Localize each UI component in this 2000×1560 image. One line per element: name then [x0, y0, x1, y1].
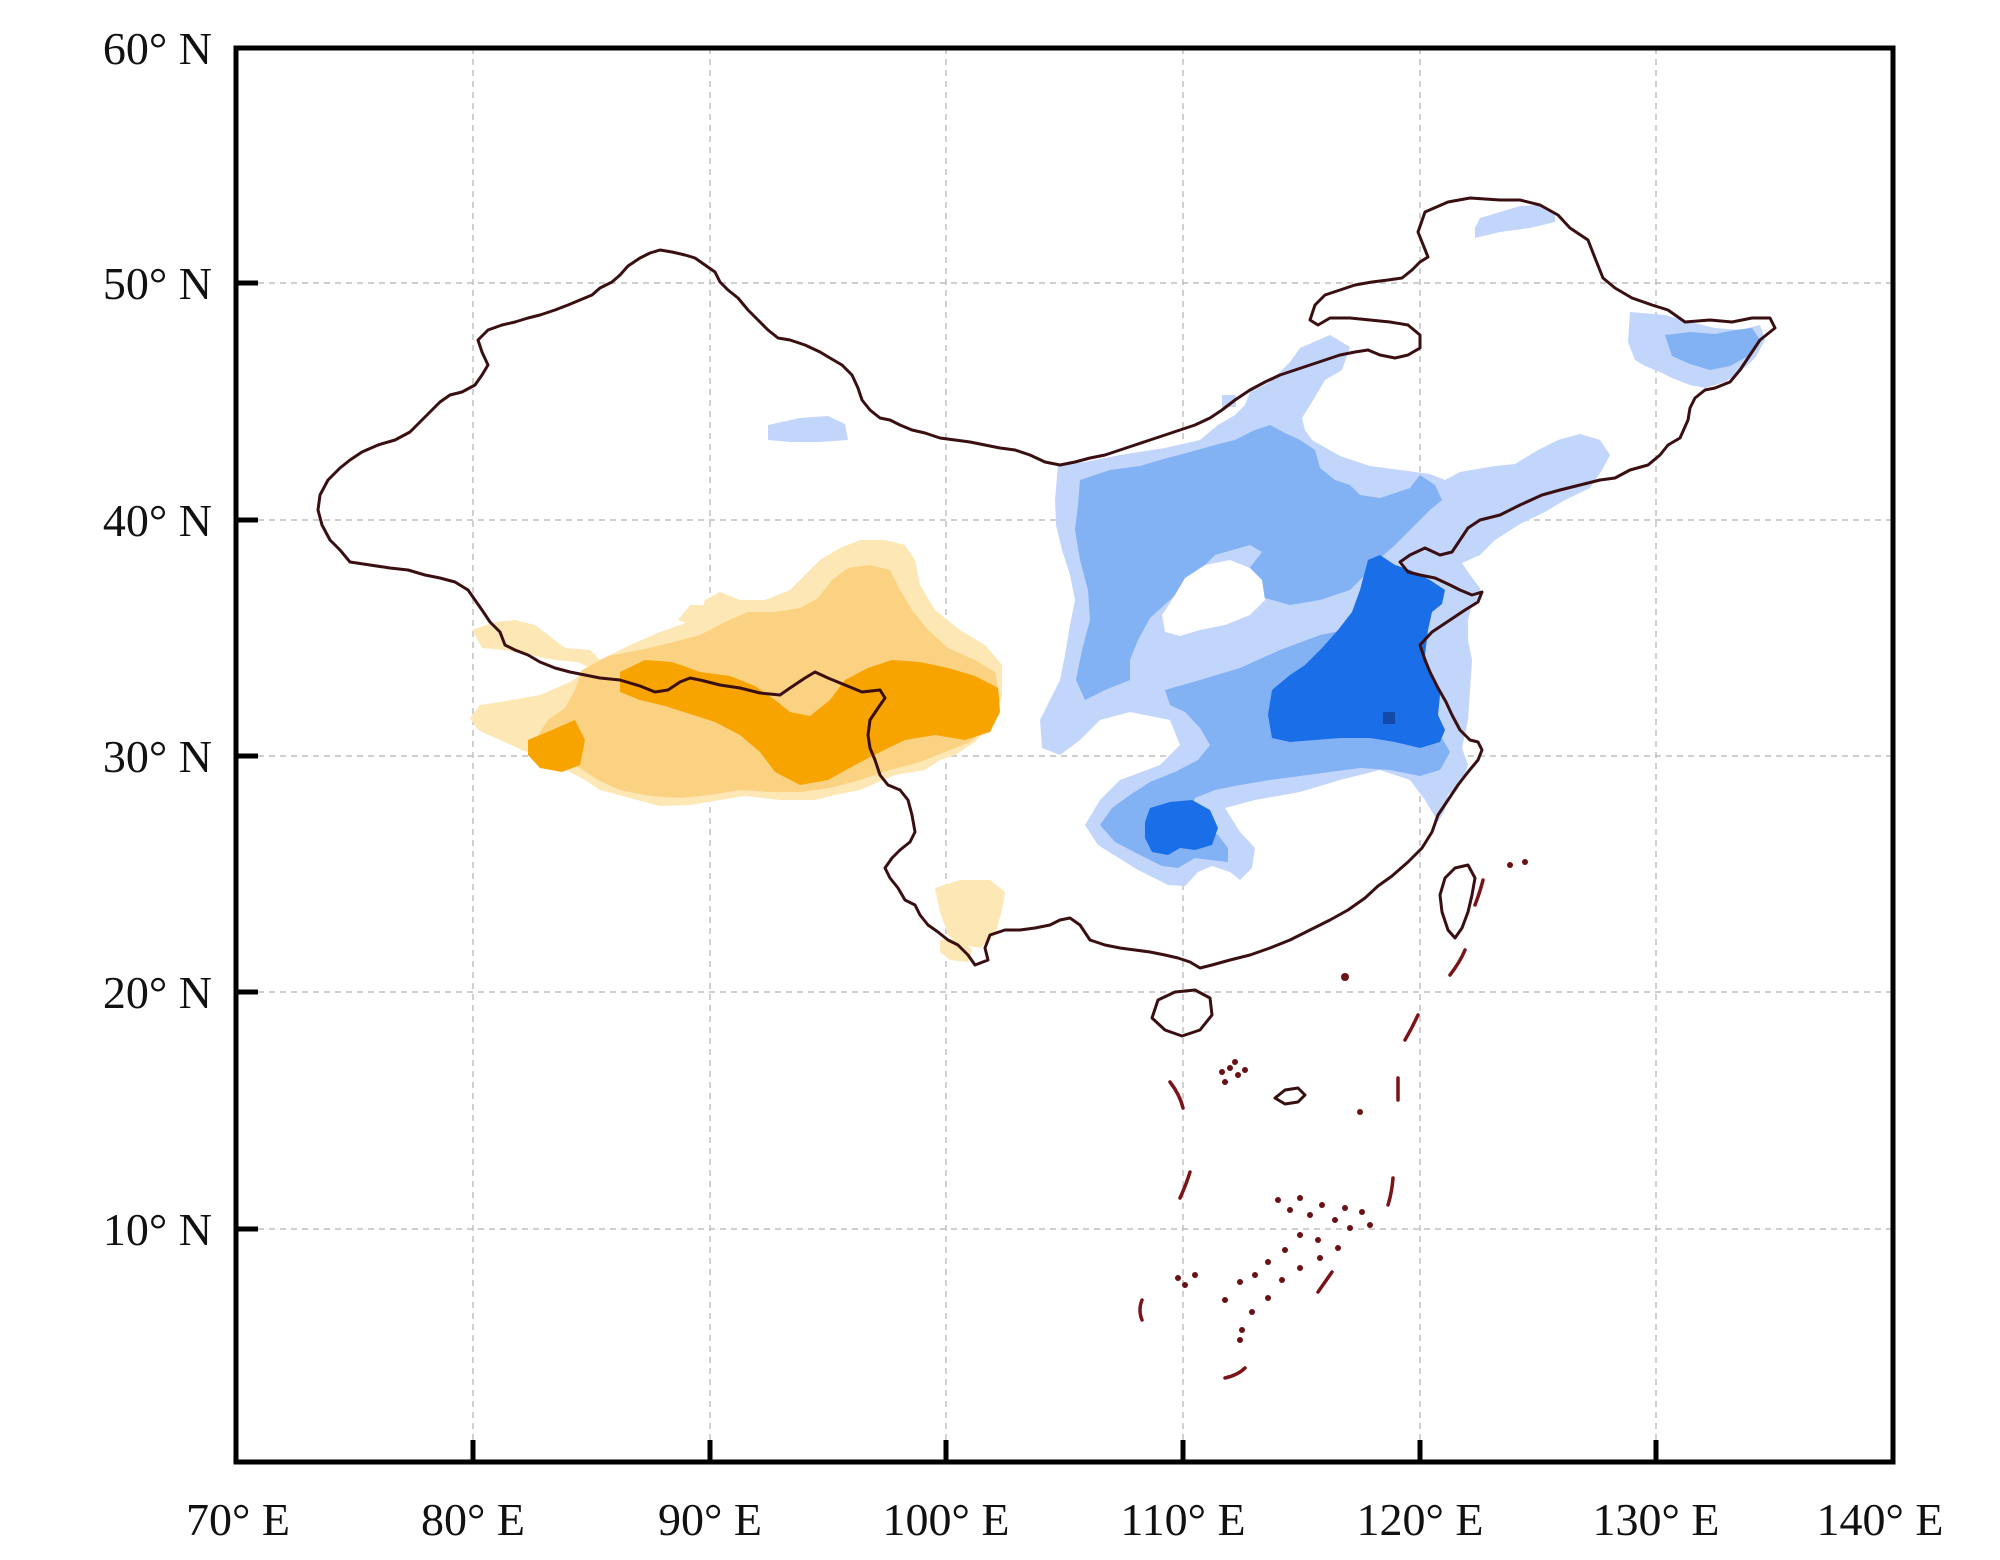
blue-light-cell-north [1222, 395, 1236, 407]
south-china-sea-islands [1175, 859, 1528, 1343]
island-dot [1192, 1272, 1198, 1278]
blue-light-far-north [1475, 205, 1555, 238]
x-axis-labels: 70° E 80° E 90° E 100° E 110° E 120° E 1… [186, 1494, 1944, 1545]
dash-9 [1448, 948, 1467, 977]
island-dot [1297, 1195, 1303, 1201]
x-tick-label-120: 120° E [1357, 1494, 1484, 1545]
island-dot [1252, 1272, 1258, 1278]
island-dot [1347, 1225, 1353, 1231]
x-tick-label-100: 100° E [883, 1494, 1010, 1545]
island-dot [1239, 1327, 1245, 1333]
blue-darkest-cell [1383, 712, 1395, 724]
plot-frame [233, 45, 1896, 1465]
taiwan-island [1438, 863, 1477, 940]
blue-mid-northeast-region [1665, 328, 1760, 370]
island-dot [1315, 1237, 1321, 1243]
island-dot [1332, 1217, 1338, 1223]
y-axis-labels: 10° N 20° N 30° N 40° N 50° N 60° N [103, 23, 212, 1255]
mainland-border [316, 196, 1777, 970]
island-dot [1222, 1079, 1228, 1085]
island-dot [1367, 1222, 1373, 1228]
dash-3 [1138, 1298, 1144, 1322]
x-tick-label-80: 80° E [421, 1494, 525, 1545]
blue-dark-south-region [1145, 800, 1218, 855]
island-dot [1507, 862, 1513, 868]
dash-4 [1223, 1366, 1247, 1380]
y-tick-label-50: 50° N [103, 258, 212, 309]
island-dot [1282, 1247, 1288, 1253]
island-dot [1279, 1277, 1285, 1283]
island-dot [1357, 1109, 1363, 1115]
x-tick-label-70: 70° E [186, 1494, 290, 1545]
dash-2 [1178, 1170, 1192, 1200]
blue-light-xinjiang [768, 416, 848, 442]
island-dot [1359, 1209, 1365, 1215]
dongsha-island [1273, 1086, 1307, 1106]
orange-light-yunnan [935, 880, 1005, 948]
y-tick-label-10: 10° N [103, 1204, 212, 1255]
gridlines [236, 48, 1893, 1462]
blue-hole-loess [1162, 560, 1265, 636]
x-tick-label-90: 90° E [658, 1494, 762, 1545]
island-dot [1342, 1205, 1348, 1211]
island-dot [1237, 1279, 1243, 1285]
dash-5 [1316, 1270, 1334, 1294]
dash-1 [1168, 1080, 1185, 1110]
y-tick-label-40: 40° N [103, 495, 212, 546]
x-tick-label-110: 110° E [1120, 1494, 1245, 1545]
island-dot [1222, 1297, 1228, 1303]
island-dot [1182, 1282, 1188, 1288]
island-dot [1297, 1232, 1303, 1238]
dash-8 [1403, 1013, 1420, 1042]
island-dot [1237, 1337, 1243, 1343]
negative-anomaly-field [768, 205, 1765, 886]
island-dot [1242, 1067, 1248, 1073]
x-tick-label-130: 130° E [1593, 1494, 1720, 1545]
orange-light-tail [678, 605, 710, 628]
island-dot [1235, 1072, 1241, 1078]
island-dot [1307, 1212, 1313, 1218]
island-dot [1319, 1202, 1325, 1208]
island-dot [1227, 1065, 1233, 1071]
island-dot [1232, 1059, 1238, 1065]
island-dot [1265, 1295, 1271, 1301]
blue-dark-region [1268, 555, 1445, 748]
island-dot [1341, 973, 1349, 981]
island-dot [1175, 1275, 1181, 1281]
x-tick-label-140: 140° E [1817, 1494, 1944, 1545]
dash-6 [1386, 1176, 1395, 1207]
island-dot [1522, 859, 1528, 865]
y-tick-label-20: 20° N [103, 967, 212, 1018]
axis-ticks [236, 280, 1659, 1462]
orange-dark-band [620, 660, 1000, 785]
china-border [316, 196, 1777, 1106]
island-dot [1275, 1197, 1281, 1203]
island-dot [1249, 1309, 1255, 1315]
island-dot [1335, 1245, 1341, 1251]
island-dot [1317, 1255, 1323, 1261]
island-dot [1297, 1265, 1303, 1271]
island-dot [1219, 1069, 1225, 1075]
positive-anomaly-field [470, 540, 1005, 962]
orange-light-yunnan-south [940, 938, 972, 962]
hainan-island [1150, 988, 1214, 1038]
island-dot [1265, 1259, 1271, 1265]
dash-10 [1473, 878, 1485, 907]
south-china-sea-nine-dash-line [1138, 878, 1485, 1380]
y-tick-label-60: 60° N [103, 23, 212, 74]
blue-mid-region [1075, 425, 1442, 700]
island-dot [1287, 1207, 1293, 1213]
y-tick-label-30: 30° N [103, 731, 212, 782]
orange-dark-west [528, 720, 585, 772]
